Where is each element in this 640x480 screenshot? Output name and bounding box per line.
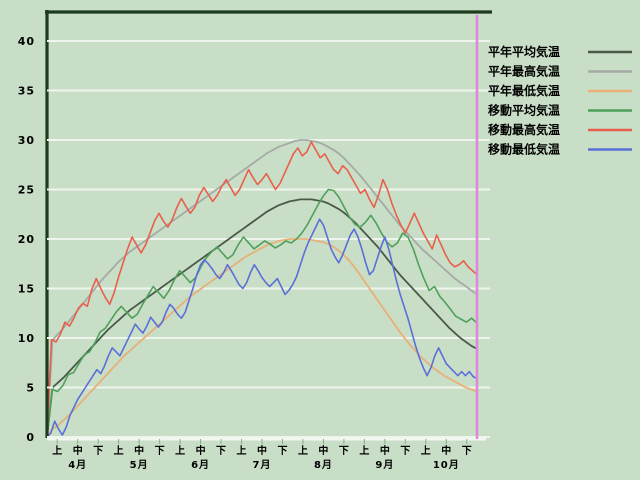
axes [45, 10, 492, 441]
legend-label-2: 平年最低気温 [488, 83, 560, 98]
y-tick-label: 15 [18, 283, 35, 296]
y-tick-label: 10 [18, 332, 35, 345]
x-tick-label: 中 [380, 444, 390, 457]
x-tick-label: 中 [73, 444, 83, 457]
series-line-0 [46, 198, 478, 438]
x-tick-label: 下 [339, 445, 349, 457]
x-tick-label: 上 [359, 444, 369, 457]
plot-background [47, 12, 477, 437]
x-tick-label: 下 [216, 445, 226, 457]
series-line-2 [46, 238, 478, 438]
x-month-label: 6月 [191, 459, 210, 471]
series-lines [46, 139, 478, 438]
x-tick-label: 上 [114, 444, 124, 457]
legend-label-3: 移動平均気温 [488, 103, 560, 118]
y-tick-label: 5 [26, 382, 35, 395]
plot-area-rect [47, 12, 477, 437]
x-tick-label: 上 [52, 444, 62, 457]
y-tick-label: 40 [18, 35, 35, 48]
x-tick-label: 中 [257, 444, 267, 457]
x-tick-label: 下 [277, 445, 287, 457]
x-month-label: 9月 [375, 459, 394, 471]
x-month-label: 4月 [68, 459, 87, 471]
x-tick-label: 上 [237, 444, 247, 457]
x-tick-label: 中 [196, 444, 206, 457]
y-tick-label: 30 [18, 134, 35, 147]
legend-label-1: 平年最高気温 [488, 64, 560, 79]
series-line-3 [46, 188, 478, 438]
series-line-1 [46, 139, 478, 438]
y-tick-label: 20 [18, 233, 35, 246]
y-tick-label: 35 [18, 85, 35, 98]
series-line-4 [46, 141, 478, 438]
x-tick-label: 下 [93, 445, 103, 457]
x-tick-label: 上 [175, 444, 185, 457]
x-month-label: 7月 [253, 459, 272, 471]
legend-label-5: 移動最低気温 [488, 142, 560, 157]
legend-label-4: 移動最高気温 [488, 122, 560, 137]
y-tick-label: 25 [18, 184, 35, 197]
series-line-5 [46, 218, 478, 438]
x-tick-label: 中 [441, 444, 451, 457]
x-tick-label: 上 [298, 444, 308, 457]
x-month-label: 8月 [314, 459, 333, 471]
x-tick-label: 下 [400, 445, 410, 457]
gridlines [47, 40, 490, 438]
x-month-label: 10月 [433, 459, 460, 471]
x-tick-label: 下 [462, 445, 472, 457]
x-tick-label: 中 [318, 444, 328, 457]
y-tick-label: 0 [26, 431, 35, 444]
x-axis-ticks: 上中下上中下上中下上中下上中下上中下上中下4月 5月 6月 7月 8月 9月 10月 [52, 439, 472, 471]
x-tick-label: 中 [134, 444, 144, 457]
x-tick-label: 下 [155, 445, 165, 457]
x-tick-label: 上 [421, 444, 431, 457]
x-month-label: 5月 [130, 459, 149, 471]
y-axis-ticks: 0 5 10 15 20 25 30 35 40 [18, 35, 53, 444]
legend-label-0: 平年平均気温 [488, 44, 560, 59]
